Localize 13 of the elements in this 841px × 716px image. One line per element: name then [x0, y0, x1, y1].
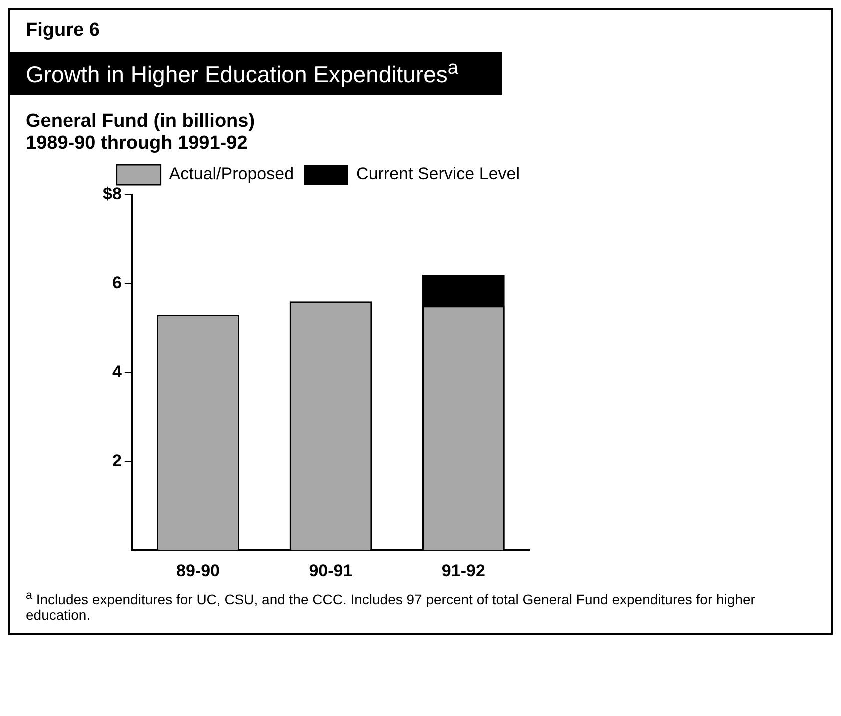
chart-title: Growth in Higher Education Expenditures$^{a}$ [10, 52, 502, 95]
chart-subtitle: General Fund (in billions) 1989-90 through 1991-92 [26, 110, 256, 155]
x-tick-label: 89-90 [176, 561, 220, 580]
x-tick-label: 90-91 [309, 561, 353, 580]
y-tick-label: 4 [112, 362, 122, 382]
y-tick-label: 2 [112, 451, 122, 470]
y-tick-label: 6 [112, 273, 122, 292]
legend-label: Current Service Level [356, 164, 520, 184]
x-tick-label: 91-92 [442, 561, 486, 580]
legend-label: Actual/Proposed [169, 164, 294, 184]
text: $^{a}$ Includes expenditures for UC, CSU, and the CCC. Includes 97 percent of total General Fund expenditures for higher education. [26, 588, 756, 624]
y-tick-label: $8 [102, 184, 122, 204]
caption: Figure 6 [26, 20, 101, 42]
